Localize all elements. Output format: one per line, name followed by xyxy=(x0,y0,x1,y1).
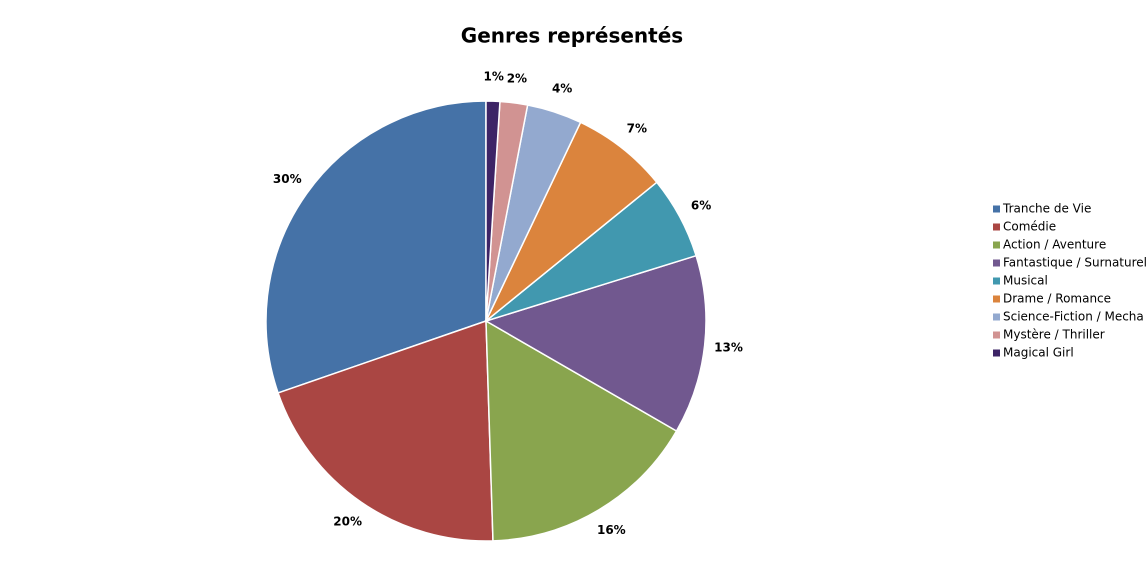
legend-swatch xyxy=(993,223,1000,231)
pie-slice xyxy=(485,100,501,322)
data-label: 1% xyxy=(484,70,504,84)
legend-label: Magical Girl xyxy=(1003,346,1074,360)
legend-label: Science-Fiction / Mecha xyxy=(1003,310,1144,324)
pie-slice xyxy=(277,319,494,542)
pie-slice xyxy=(484,254,707,433)
data-label: 13% xyxy=(714,341,743,355)
legend-label: Action / Aventure xyxy=(1003,238,1106,252)
legend-swatch xyxy=(993,205,1000,213)
pie-slice xyxy=(265,100,487,394)
legend-swatch xyxy=(993,241,1000,249)
data-label: 6% xyxy=(691,198,711,212)
chart-title: Genres représentés xyxy=(461,24,683,48)
data-label: 20% xyxy=(333,514,362,528)
legend-swatch xyxy=(993,313,1000,321)
legend-label: Musical xyxy=(1003,274,1048,288)
data-label: 16% xyxy=(597,523,626,537)
data-label: 2% xyxy=(507,71,527,85)
legend-label: Drame / Romance xyxy=(1003,292,1111,306)
legend-swatch xyxy=(993,277,1000,285)
legend-label: Comédie xyxy=(1003,220,1056,234)
legend-label: Mystère / Thriller xyxy=(1003,328,1105,342)
legend-swatch xyxy=(993,349,1000,357)
data-label: 30% xyxy=(273,172,302,186)
data-label: 4% xyxy=(552,82,572,96)
legend-label: Tranche de Vie xyxy=(1002,202,1091,216)
legend-swatch xyxy=(993,259,1000,267)
legend-swatch xyxy=(993,331,1000,339)
pie-slice xyxy=(485,319,678,542)
data-label: 7% xyxy=(627,122,647,136)
legend-label: Fantastique / Surnaturel xyxy=(1003,256,1146,270)
legend-swatch xyxy=(993,295,1000,303)
